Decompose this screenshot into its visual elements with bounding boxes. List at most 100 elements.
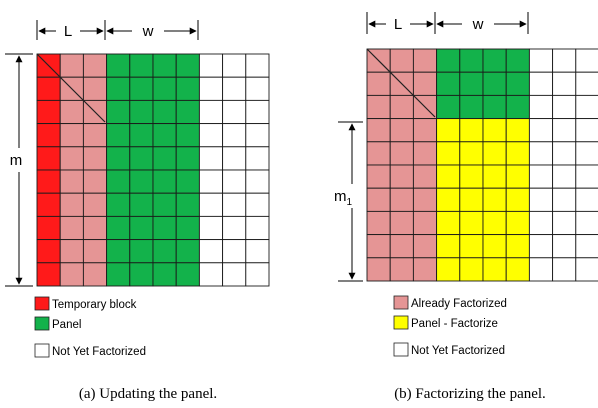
matrix-cell <box>175 146 200 171</box>
matrix-cell <box>129 53 154 78</box>
matrix-cell <box>575 118 598 143</box>
legend-swatch-temporary-block <box>34 296 50 311</box>
matrix-cell <box>436 141 461 166</box>
matrix-cell <box>552 94 577 120</box>
matrix-cell <box>36 123 61 148</box>
matrix-cell <box>152 239 177 264</box>
matrix-cell <box>459 141 484 166</box>
matrix-cell <box>175 169 200 194</box>
matrix-cell <box>436 257 461 282</box>
matrix-cell <box>505 94 530 120</box>
matrix-cell <box>82 76 108 101</box>
matrix-cell <box>389 164 414 189</box>
matrix-cell <box>436 94 461 120</box>
matrix-grid-b <box>366 48 598 282</box>
matrix-cell <box>152 262 177 287</box>
matrix-cell <box>175 123 200 148</box>
matrix-cell <box>222 262 247 287</box>
legend-label-already-factorized: Already Factorized <box>411 298 507 310</box>
matrix-cell <box>245 53 270 78</box>
panel-b: L w m1 Already Factorized Panel - Factor… <box>334 12 598 402</box>
matrix-cell <box>222 53 247 78</box>
matrix-cell <box>106 262 131 287</box>
legend-label-panel: Panel <box>52 319 81 331</box>
matrix-cell <box>412 234 438 259</box>
matrix-cell <box>59 53 84 78</box>
matrix-cell <box>175 215 200 241</box>
matrix-cell <box>575 187 598 212</box>
matrix-cell <box>106 239 131 264</box>
matrix-cell <box>175 76 200 101</box>
matrix-cell <box>129 262 154 287</box>
matrix-cell <box>459 48 484 73</box>
matrix-cell <box>106 169 131 194</box>
matrix-cell <box>59 169 84 194</box>
matrix-cell <box>436 71 461 96</box>
matrix-cell <box>366 257 391 282</box>
matrix-cell <box>366 164 391 189</box>
matrix-cell <box>459 94 484 120</box>
matrix-cell <box>389 234 414 259</box>
matrix-cell <box>389 210 414 236</box>
matrix-cell <box>59 99 84 125</box>
matrix-cell <box>198 53 224 78</box>
matrix-cell <box>459 210 484 236</box>
matrix-cell <box>129 146 154 171</box>
matrix-cell <box>436 187 461 212</box>
matrix-cell <box>152 192 177 217</box>
matrix-cell <box>528 141 554 166</box>
legend-label-temporary-block: Temporary block <box>52 299 137 311</box>
matrix-cell <box>505 210 530 236</box>
matrix-cell <box>575 71 598 96</box>
matrix-cell <box>459 118 484 143</box>
matrix-cell <box>59 123 84 148</box>
matrix-cell <box>152 215 177 241</box>
matrix-cell <box>222 146 247 171</box>
matrix-cell <box>482 71 507 96</box>
matrix-cell <box>129 123 154 148</box>
matrix-cell <box>575 234 598 259</box>
matrix-cell <box>436 118 461 143</box>
matrix-cell <box>505 118 530 143</box>
matrix-cell <box>412 210 438 236</box>
matrix-cell <box>175 239 200 264</box>
matrix-cell <box>175 262 200 287</box>
matrix-grid-a <box>36 53 270 287</box>
matrix-cell <box>82 146 108 171</box>
matrix-cell <box>106 99 131 125</box>
matrix-cell <box>412 71 438 96</box>
matrix-cell <box>152 76 177 101</box>
matrix-cell <box>245 99 270 125</box>
matrix-cell <box>175 53 200 78</box>
matrix-cell <box>366 210 391 236</box>
matrix-cell <box>175 192 200 217</box>
legend-swatch-not-yet-factorized-b <box>393 342 409 357</box>
matrix-cell <box>552 257 577 282</box>
matrix-cell <box>245 215 270 241</box>
matrix-cell <box>482 141 507 166</box>
panel-a: L w m Temporary block Panel Not Yet Fact… <box>5 20 270 402</box>
matrix-cell <box>505 48 530 73</box>
legend-swatch-already-factorized <box>393 295 409 310</box>
legend-a: Temporary block Panel Not Yet Factorized <box>34 296 146 358</box>
matrix-cell <box>59 215 84 241</box>
matrix-cell <box>528 118 554 143</box>
matrix-cell <box>198 239 224 264</box>
matrix-cell <box>152 123 177 148</box>
matrix-cell <box>222 169 247 194</box>
matrix-cell <box>82 192 108 217</box>
matrix-cell <box>412 257 438 282</box>
matrix-cell <box>222 239 247 264</box>
matrix-cell <box>528 94 554 120</box>
legend-label-not-yet-factorized-b: Not Yet Factorized <box>411 345 505 357</box>
matrix-cell <box>366 187 391 212</box>
matrix-cell <box>482 164 507 189</box>
matrix-cell <box>412 118 438 143</box>
matrix-cell <box>389 187 414 212</box>
matrix-cell <box>106 215 131 241</box>
matrix-cell <box>245 262 270 287</box>
matrix-cell <box>575 48 598 73</box>
matrix-cell <box>482 118 507 143</box>
matrix-cell <box>575 164 598 189</box>
